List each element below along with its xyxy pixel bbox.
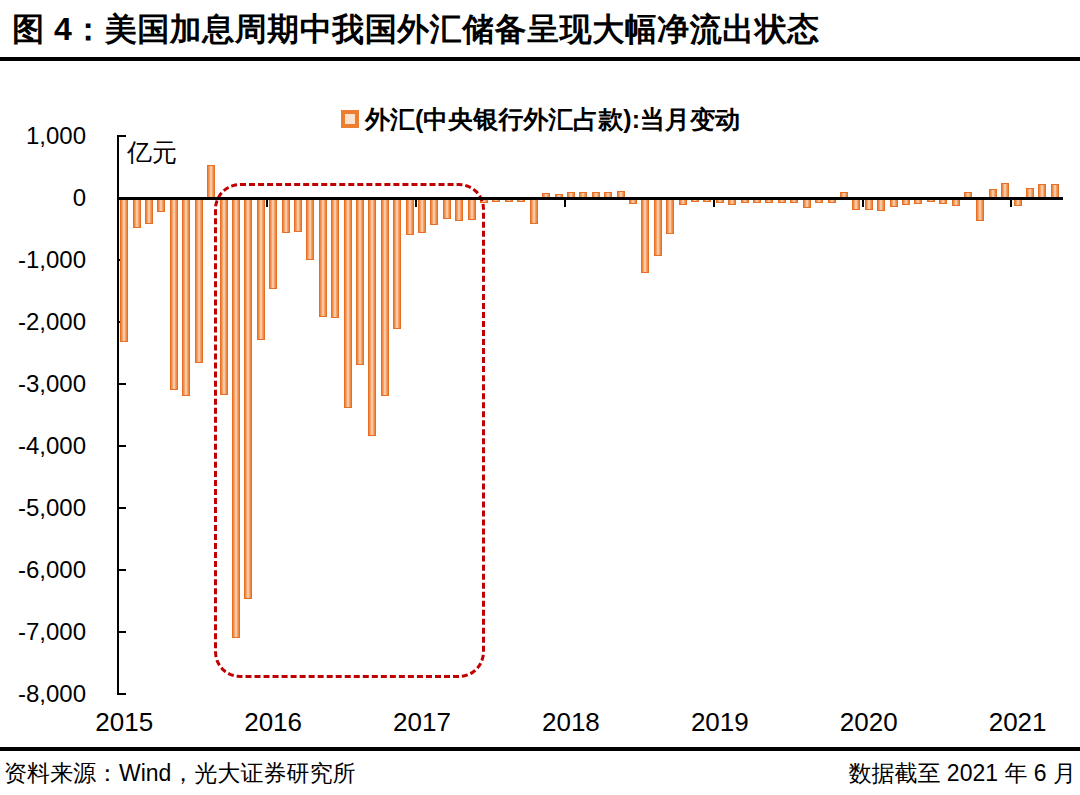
y-axis-tick <box>118 631 126 633</box>
bar <box>914 199 922 204</box>
bar <box>207 165 215 198</box>
plot-area: 1,000 0 -1,000 -2,000 -3,000 -4,000 -5,000 -6,0… <box>0 0 1080 795</box>
bar <box>1014 199 1022 206</box>
y-axis-tick <box>118 445 126 447</box>
bar <box>753 199 761 203</box>
bar <box>778 199 786 203</box>
footer-divider <box>0 747 1080 751</box>
bar <box>120 199 128 342</box>
x-axis-zero-line <box>117 197 1063 200</box>
bar <box>852 199 860 210</box>
bar <box>157 199 165 212</box>
bar <box>728 199 736 205</box>
y-axis-label: -1,000 <box>4 248 86 272</box>
bar <box>145 199 153 224</box>
x-axis-tick <box>564 198 566 207</box>
y-axis-tick <box>118 693 126 695</box>
bar <box>679 199 687 205</box>
y-axis-tick <box>118 569 126 571</box>
bar <box>641 199 649 273</box>
bar <box>815 199 823 203</box>
y-axis-tick <box>118 135 126 137</box>
x-axis-year-label: 2015 <box>79 709 169 735</box>
bar <box>939 199 947 204</box>
footer: 资料来源：Wind，光大证券研究所 数据截至 2021 年 6 月 <box>0 758 1080 788</box>
chart-area: 外汇(中央银行外汇占款):当月变动 亿元 1,0000-1,000-2,000-… <box>0 0 1080 795</box>
highlight-box <box>214 183 485 678</box>
bar <box>952 199 960 206</box>
bar <box>976 199 984 221</box>
y-axis-label: -3,000 <box>4 372 86 396</box>
data-cutoff-note: 数据截至 2021 年 6 月 <box>844 758 1080 788</box>
x-axis-tick <box>266 198 268 207</box>
y-axis-label: -2,000 <box>4 310 86 334</box>
bar <box>182 199 190 396</box>
x-axis-tick <box>117 198 119 207</box>
y-axis-tick <box>118 507 126 509</box>
x-axis-year-label: 2020 <box>824 709 914 735</box>
bar <box>133 199 141 228</box>
bar <box>741 199 749 203</box>
bar <box>902 199 910 205</box>
source-note: 资料来源：Wind，光大证券研究所 <box>0 758 359 788</box>
x-axis-year-label: 2018 <box>526 709 616 735</box>
bar <box>803 199 811 208</box>
x-axis-tick <box>862 198 864 207</box>
bar <box>877 199 885 211</box>
bar <box>629 199 637 204</box>
bar <box>890 199 898 207</box>
y-axis-label: -6,000 <box>4 558 86 582</box>
bar <box>654 199 662 256</box>
bar <box>716 199 724 203</box>
y-axis-label: -5,000 <box>4 496 86 520</box>
bar <box>790 199 798 203</box>
x-axis-tick <box>713 198 715 207</box>
y-axis-tick <box>118 383 126 385</box>
y-axis <box>117 135 119 695</box>
x-axis-tick <box>1010 198 1012 207</box>
x-axis-year-label: 2021 <box>973 709 1063 735</box>
y-axis-label: -4,000 <box>4 434 86 458</box>
y-axis-label: 1,000 <box>4 124 86 148</box>
bar <box>170 199 178 390</box>
y-axis-label: -7,000 <box>4 620 86 644</box>
x-axis-tick <box>415 198 417 207</box>
y-axis-label: 0 <box>4 186 86 210</box>
bar <box>765 199 773 203</box>
x-axis-year-label: 2016 <box>228 709 318 735</box>
bar <box>865 199 873 210</box>
y-axis-label: -8,000 <box>4 682 86 706</box>
bar <box>195 199 203 363</box>
x-axis-year-label: 2019 <box>675 709 765 735</box>
bar <box>530 199 538 224</box>
bar <box>828 199 836 203</box>
bar <box>666 199 674 234</box>
x-axis-year-label: 2017 <box>377 709 467 735</box>
